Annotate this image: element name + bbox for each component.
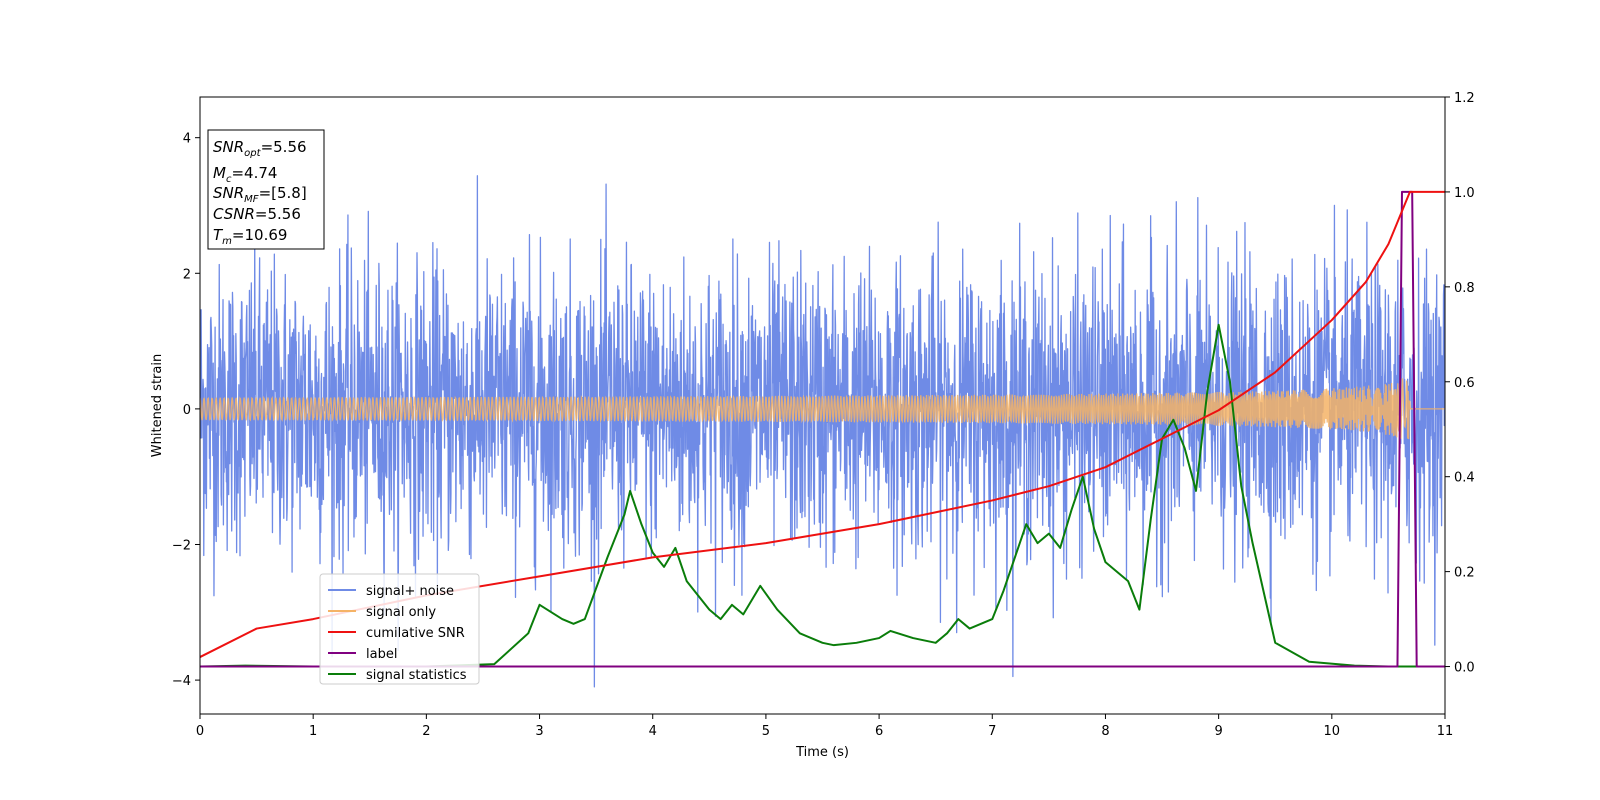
snr-opt-annotation: SNRopt=5.56 [213, 138, 307, 159]
legend-label: label [366, 647, 397, 662]
tm-annotation: Tm=10.69 [213, 226, 287, 247]
axes: 0 1 2 3 4 5 6 7 8 9 10 11 4 2 0 −2 −4 1.2 1.0 0.8 0.6 0.4 0.2 0… [150, 91, 1475, 760]
y-tick-label: 2 [183, 267, 191, 282]
right-y-tick-label: 1.2 [1454, 91, 1475, 106]
label-line [200, 190, 1445, 668]
legend-label: signal+ noise [366, 584, 454, 599]
legend-label: cumilative SNR [366, 626, 465, 641]
legend-label: signal statistics [366, 668, 467, 683]
mc-annotation: Mc=4.74 [213, 164, 277, 185]
x-tick-label: 2 [422, 724, 430, 739]
x-tick-label: 11 [1437, 724, 1454, 739]
right-y-tick-label: 0.0 [1454, 661, 1475, 676]
legend-label: signal only [366, 605, 436, 620]
signal-noise-line [200, 175, 1445, 688]
y-tick-label: 4 [183, 132, 191, 147]
x-tick-label: 6 [875, 724, 883, 739]
plot-frame [199, 96, 1446, 715]
stats-annotation-box: SNRopt=5.56 Mc=4.74 SNRMF=[5.8] CSNR=5.5… [207, 129, 325, 250]
right-y-tick-label: 0.8 [1454, 281, 1475, 296]
legend: signal+ noise signal only cumilative SNR la… [319, 573, 480, 685]
x-tick-label: 5 [762, 724, 770, 739]
x-tick-label: 3 [535, 724, 543, 739]
y-tick-label: 0 [183, 403, 191, 418]
y-axis-label: Whitened strain [150, 354, 165, 457]
right-y-tick-label: 1.0 [1454, 186, 1475, 201]
right-y-tick-label: 0.6 [1454, 376, 1475, 391]
x-tick-label: 10 [1324, 724, 1341, 739]
csnr-annotation: CSNR=5.56 [213, 205, 301, 223]
signal-only-line [200, 378, 1445, 440]
x-tick-label: 4 [649, 724, 657, 739]
x-tick-label: 0 [196, 724, 204, 739]
x-tick-label: 9 [1214, 724, 1222, 739]
x-tick-label: 8 [1101, 724, 1109, 739]
right-y-tick-label: 0.4 [1454, 471, 1475, 486]
y-tick-label: −2 [172, 538, 191, 553]
x-tick-label: 1 [309, 724, 317, 739]
y-tick-label: −4 [172, 674, 191, 689]
snr-mf-annotation: SNRMF=[5.8] [213, 184, 307, 205]
x-axis-label: Time (s) [795, 745, 849, 760]
x-tick-label: 7 [988, 724, 996, 739]
signal-statistics-line [200, 323, 1445, 668]
right-y-tick-label: 0.2 [1454, 566, 1475, 581]
